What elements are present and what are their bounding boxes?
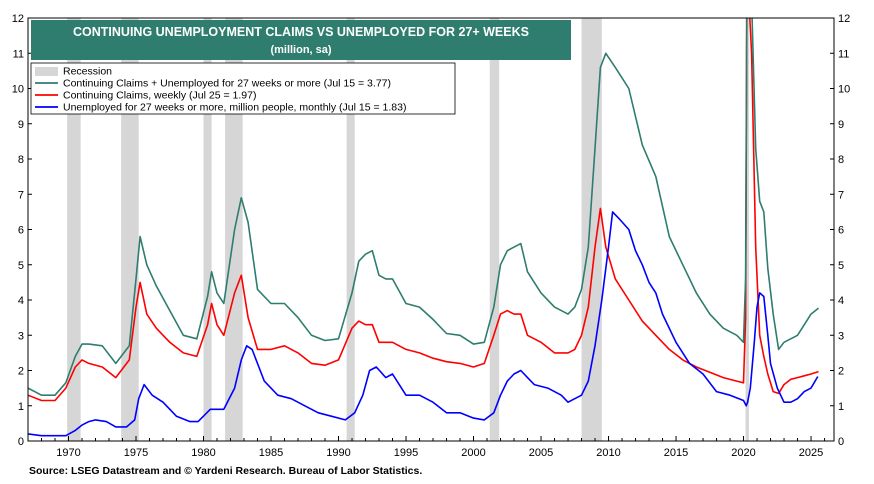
x-tick-label: 2005 — [529, 447, 553, 459]
series-line — [28, 211, 819, 437]
x-tick-label: 1980 — [191, 447, 215, 459]
recession-band — [489, 18, 500, 441]
x-tick-label: 1995 — [394, 447, 418, 459]
y-tick-label-right: 6 — [838, 225, 844, 237]
y-tick-label-left: 3 — [18, 330, 24, 342]
x-tick-label: 2015 — [664, 447, 688, 459]
recession-band — [121, 18, 139, 441]
recession-band — [203, 18, 212, 441]
y-tick-label-left: 0 — [18, 436, 24, 448]
y-tick-label-left: 2 — [18, 366, 24, 378]
chart-subtitle: (million, sa) — [270, 44, 331, 56]
y-tick-label-left: 1 — [18, 401, 24, 413]
y-tick-label-right: 0 — [838, 436, 844, 448]
source-note: Source: LSEG Datastream and © Yardeni Re… — [29, 465, 422, 477]
y-tick-label-right: 7 — [838, 189, 844, 201]
x-tick-label: 1985 — [259, 447, 283, 459]
x-tick-label: 2010 — [596, 447, 620, 459]
y-tick-label-right: 8 — [838, 154, 844, 166]
y-tick-label-right: 9 — [838, 119, 844, 131]
y-tick-label-right: 1 — [838, 401, 844, 413]
y-tick-label-left: 6 — [18, 225, 24, 237]
x-tick-label: 2000 — [461, 447, 485, 459]
y-tick-label-right: 5 — [838, 260, 844, 272]
y-tick-label-left: 10 — [12, 84, 24, 96]
y-tick-label-left: 4 — [18, 295, 24, 307]
y-tick-label-left: 9 — [18, 119, 24, 131]
y-tick-label-right: 11 — [838, 48, 849, 60]
x-tick-label: 1990 — [326, 447, 350, 459]
legend-label: Continuing Claims, weekly (Jul 25 = 1.97… — [63, 90, 256, 102]
y-tick-label-right: 12 — [838, 13, 850, 25]
x-tick-label: 2020 — [731, 447, 755, 459]
recession-band — [745, 18, 749, 441]
y-tick-label-right: 3 — [838, 330, 844, 342]
y-tick-label-right: 2 — [838, 366, 844, 378]
y-tick-label-left: 12 — [12, 13, 24, 25]
series-lines — [28, 18, 819, 437]
recession-band — [346, 18, 355, 441]
chart-title: CONTINUING UNEMPLOYMENT CLAIMS VS UNEMPL… — [73, 25, 529, 39]
legend-box — [30, 62, 456, 115]
y-tick-label-left: 11 — [13, 48, 24, 60]
recession-band — [67, 18, 81, 441]
x-tick-label: 1975 — [124, 447, 148, 459]
series-line — [28, 18, 819, 397]
y-tick-label-right: 4 — [838, 295, 844, 307]
y-tick-label-left: 8 — [18, 154, 24, 166]
title-box: CONTINUING UNEMPLOYMENT CLAIMS VS UNEMPL… — [31, 20, 571, 60]
legend-swatch-recession — [35, 67, 58, 76]
legend-label: Unemployed for 27 weeks or more, million… — [63, 102, 406, 114]
x-tick-label: 1970 — [56, 447, 80, 459]
legend-label: Recession — [63, 66, 112, 78]
x-tick-label: 2025 — [799, 447, 823, 459]
y-tick-label-left: 5 — [18, 260, 24, 272]
y-tick-label-left: 7 — [18, 189, 24, 201]
y-tick-label-right: 10 — [838, 84, 850, 96]
legend-label: Continuing Claims + Unemployed for 27 we… — [63, 78, 391, 90]
